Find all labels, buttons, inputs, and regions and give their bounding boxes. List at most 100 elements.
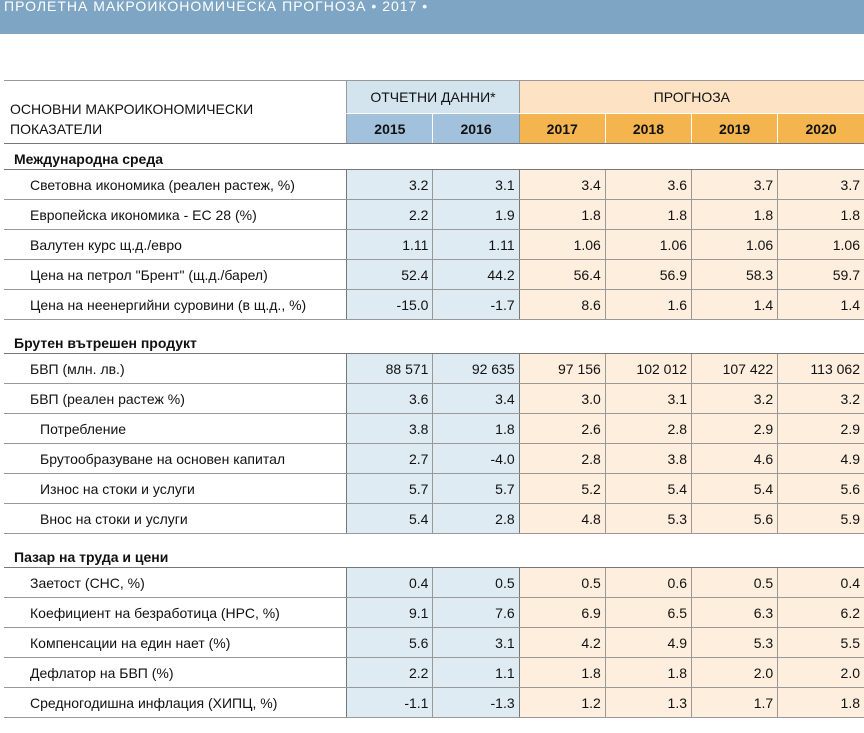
value-cell-2019: 5.6 xyxy=(691,503,778,534)
indicator-label: Брутообразуване на основен капитал xyxy=(4,443,347,474)
table-row: БВП (реален растеж %) 3.6 3.4 3.0 3.1 3.2 3.2 xyxy=(4,383,864,414)
value-cell-2017: 2.8 xyxy=(518,443,606,474)
value-cell-2020: 2.9 xyxy=(777,413,864,444)
table-row: Валутен курс щ.д./евро 1.11 1.11 1.06 1.06 1.… xyxy=(4,229,864,260)
value-cell-2019: 5.4 xyxy=(691,473,778,504)
value-cell-2017: 3.4 xyxy=(518,169,606,200)
value-cell-2019: 2.9 xyxy=(691,413,778,444)
value-cell-2020: 5.5 xyxy=(777,627,864,658)
value-cell-2018: 3.1 xyxy=(604,383,692,414)
value-cell-2017: 6.9 xyxy=(518,597,606,628)
indicator-label: Цена на петрол "Брент" (щ.д./барел) xyxy=(4,259,347,290)
value-cell-2020: 6.2 xyxy=(777,597,864,628)
value-cell-2017: 8.6 xyxy=(518,289,606,320)
value-cell-2020: 3.7 xyxy=(777,169,864,200)
value-cell-2019: 4.6 xyxy=(691,443,778,474)
indicator-label: Потребление xyxy=(4,413,347,444)
value-cell-2019: 107 422 xyxy=(691,353,778,384)
table-row: Заетост (СНС, %) 0.4 0.5 0.5 0.6 0.5 0.4 xyxy=(4,567,864,598)
value-cell-2017: 56.4 xyxy=(518,259,606,290)
value-cell-2018: 102 012 xyxy=(604,353,692,384)
value-cell-2018: 1.8 xyxy=(604,657,692,688)
table-row: Цена на неенергийни суровини (в щ.д., %)… xyxy=(4,289,864,320)
table-row: Европейска икономика - ЕС 28 (%) 2.2 1.9 1.… xyxy=(4,199,864,230)
value-cell-2016: 92 635 xyxy=(432,353,520,384)
year-header-2018: 2018 xyxy=(604,113,692,144)
section-row: Брутен вътрешен продукт xyxy=(4,328,864,354)
value-cell-2016: 3.4 xyxy=(432,383,520,414)
value-cell-2016: 3.1 xyxy=(432,627,520,658)
value-cell-2020: 2.0 xyxy=(777,657,864,688)
indicator-label: Компенсации на един нает (%) xyxy=(4,627,347,658)
value-cell-2020: 1.8 xyxy=(777,687,864,718)
indicator-label: Внос на стоки и услуги xyxy=(4,503,347,534)
value-cell-2017: 97 156 xyxy=(518,353,606,384)
section-row: Пазар на труда и цени xyxy=(4,542,864,568)
table-row: Цена на петрол "Брент" (щ.д./барел) 52.4 4… xyxy=(4,259,864,290)
value-cell-2020: 59.7 xyxy=(777,259,864,290)
value-cell-2019: 1.4 xyxy=(691,289,778,320)
table-row: БВП (млн. лв.) 88 571 92 635 97 156 102 012 1… xyxy=(4,353,864,384)
value-cell-2016: 1.8 xyxy=(432,413,520,444)
value-cell-2015: 3.6 xyxy=(346,383,433,414)
value-cell-2017: 3.0 xyxy=(518,383,606,414)
value-cell-2019: 3.7 xyxy=(691,169,778,200)
value-cell-2018: 2.8 xyxy=(604,413,692,444)
value-cell-2015: 0.4 xyxy=(346,567,433,598)
section-spacer xyxy=(4,534,864,543)
indicator-label: Цена на неенергийни суровини (в щ.д., %) xyxy=(4,289,347,320)
year-header-2019: 2019 xyxy=(691,113,778,144)
year-header-2017: 2017 xyxy=(518,113,606,144)
table-row: Компенсации на един нает (%) 5.6 3.1 4.2 4.9… xyxy=(4,627,864,658)
indicator-label: Дефлатор на БВП (%) xyxy=(4,657,347,688)
year-header-2016: 2016 xyxy=(432,113,520,144)
value-cell-2015: 3.8 xyxy=(346,413,433,444)
value-cell-2019: 3.2 xyxy=(691,383,778,414)
indicator-label: Средногодишна инфлация (ХИПЦ, %) xyxy=(4,687,347,718)
value-cell-2018: 1.6 xyxy=(604,289,692,320)
value-cell-2018: 3.8 xyxy=(604,443,692,474)
value-cell-2015: 88 571 xyxy=(346,353,433,384)
value-cell-2020: 1.06 xyxy=(777,229,864,260)
value-cell-2020: 0.4 xyxy=(777,567,864,598)
value-cell-2019: 1.7 xyxy=(691,687,778,718)
value-cell-2017: 0.5 xyxy=(518,567,606,598)
value-cell-2016: 7.6 xyxy=(432,597,520,628)
value-cell-2018: 6.5 xyxy=(604,597,692,628)
value-cell-2016: 1.9 xyxy=(432,199,520,230)
value-cell-2016: 44.2 xyxy=(432,259,520,290)
value-cell-2019: 1.06 xyxy=(691,229,778,260)
value-cell-2018: 3.6 xyxy=(604,169,692,200)
value-cell-2018: 1.8 xyxy=(604,199,692,230)
value-cell-2017: 4.2 xyxy=(518,627,606,658)
section-title: Брутен вътрешен продукт xyxy=(4,328,864,354)
value-cell-2016: 1.11 xyxy=(432,229,520,260)
forecast-group-header: ПРОГНОЗА xyxy=(518,80,864,114)
value-cell-2016: 1.1 xyxy=(432,657,520,688)
value-cell-2016: 2.8 xyxy=(432,503,520,534)
value-cell-2016: -4.0 xyxy=(432,443,520,474)
report-banner: ПРОЛЕТНА МАКРОИКОНОМИЧЕСКА ПРОГНОЗА • 20… xyxy=(0,0,864,34)
value-cell-2018: 5.4 xyxy=(604,473,692,504)
reported-data-group-header: ОТЧЕТНИ ДАННИ* xyxy=(346,80,520,114)
indicator-label: Коефициент на безработица (НРС, %) xyxy=(4,597,347,628)
spacer-cell xyxy=(4,320,864,329)
indicator-label: БВП (реален растеж %) xyxy=(4,383,347,414)
value-cell-2015: 1.11 xyxy=(346,229,433,260)
section-title: Международна среда xyxy=(4,143,864,170)
value-cell-2020: 1.8 xyxy=(777,199,864,230)
value-cell-2016: 0.5 xyxy=(432,567,520,598)
macro-indicators-table: ОСНОВНИ МАКРОИКОНОМИЧЕСКИ ПОКАЗАТЕЛИ ОТЧ… xyxy=(4,80,864,718)
value-cell-2020: 4.9 xyxy=(777,443,864,474)
indicator-label: Световна икономика (реален растеж, %) xyxy=(4,169,347,200)
value-cell-2017: 5.2 xyxy=(518,473,606,504)
indicator-label: БВП (млн. лв.) xyxy=(4,353,347,384)
value-cell-2016: 3.1 xyxy=(432,169,520,200)
table-row: Износ на стоки и услуги 5.7 5.7 5.2 5.4 5.4 5.… xyxy=(4,473,864,504)
indicator-label: Заетост (СНС, %) xyxy=(4,567,347,598)
year-header-2020: 2020 xyxy=(777,113,864,144)
spacer-cell xyxy=(4,534,864,543)
section-row: Международна среда xyxy=(4,143,864,170)
value-cell-2015: 5.4 xyxy=(346,503,433,534)
value-cell-2017: 1.06 xyxy=(518,229,606,260)
